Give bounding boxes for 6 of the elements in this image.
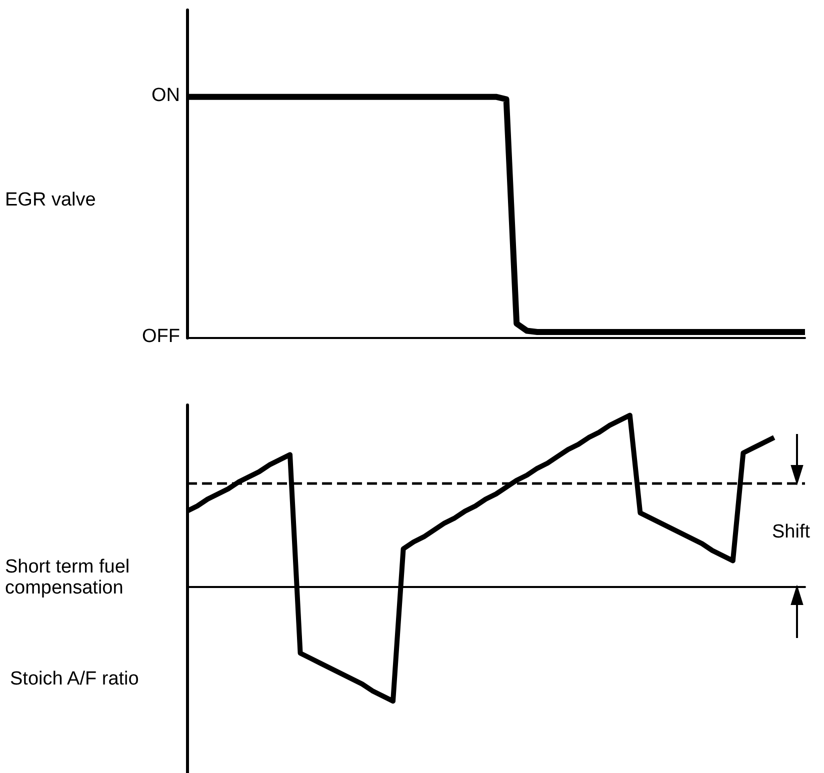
text: ON	[152, 84, 180, 106]
annotation: Shift	[772, 521, 811, 542]
y-axis-title: Short term fuel compensation	[5, 556, 135, 598]
text: OFF	[142, 326, 180, 347]
text: Stoich A/F ratio	[10, 668, 139, 690]
y-axis-title: EGR valve	[5, 190, 96, 211]
